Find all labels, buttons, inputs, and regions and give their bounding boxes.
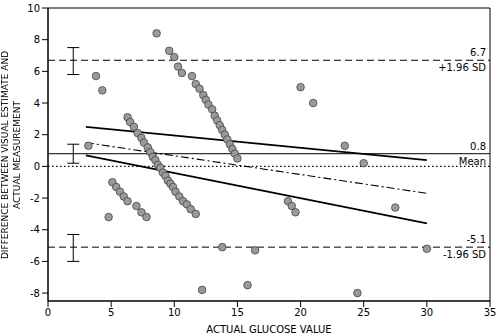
svg-text:+1.96 SD: +1.96 SD [438,62,486,73]
svg-text:6.7: 6.7 [470,47,486,58]
svg-text:-8: -8 [30,288,40,299]
svg-text:-6: -6 [30,256,40,267]
svg-text:8: 8 [34,34,40,45]
svg-text:Mean: Mean [459,156,486,167]
svg-text:5: 5 [108,307,114,318]
svg-text:2: 2 [34,129,40,140]
svg-text:35: 35 [484,307,492,318]
svg-text:-4: -4 [30,224,40,235]
svg-text:-5.1: -5.1 [466,234,486,245]
svg-text:30: 30 [420,307,433,318]
svg-text:10: 10 [27,3,40,14]
svg-text:6: 6 [34,66,40,77]
svg-text:-1.96 SD: -1.96 SD [443,249,486,260]
svg-text:0: 0 [45,307,51,318]
svg-text:4: 4 [34,98,40,109]
svg-text:0: 0 [34,161,40,172]
html-text:DIFFERENCE BETWEEN VISUAL ESTI: DIFFERENCE BETWEEN VISUAL ESTIMATE AND [0,50,10,259]
html-text:ACTUAL MEASUREMENT: ACTUAL MEASUREMENT [12,100,22,209]
svg-text:0.8: 0.8 [470,141,486,152]
svg-text:20: 20 [294,307,307,318]
svg-text:10: 10 [168,307,181,318]
svg-text:15: 15 [231,307,244,318]
svg-text:25: 25 [357,307,370,318]
svg-text:ACTUAL GLUCOSE VALUE: ACTUAL GLUCOSE VALUE [206,324,331,335]
svg-text:-2: -2 [30,193,40,204]
